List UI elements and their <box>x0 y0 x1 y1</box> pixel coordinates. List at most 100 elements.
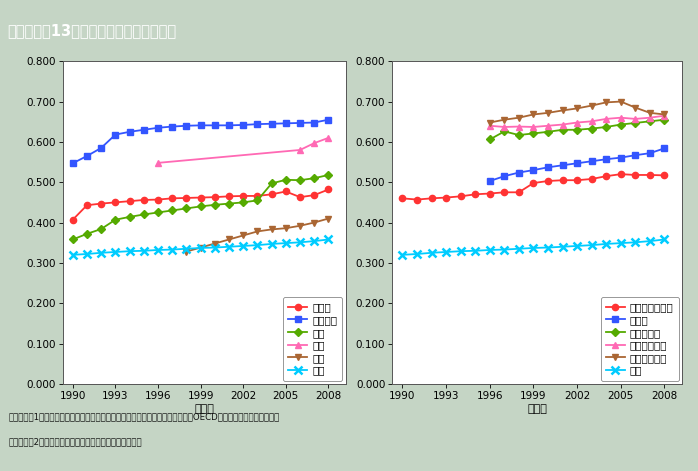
日本 <box>500 247 509 252</box>
ドイツ <box>296 195 304 200</box>
フランス <box>282 121 290 126</box>
英国 <box>168 208 177 213</box>
英国 <box>111 217 119 223</box>
フランス <box>168 124 177 130</box>
フランス <box>68 161 77 166</box>
日本 <box>196 245 205 251</box>
デンマーク <box>646 119 654 124</box>
日本 <box>602 241 611 247</box>
米国 <box>325 135 333 141</box>
Text: （備考）　1．総務省「労働力調査」，厚生労働省「賃金構造基本統計調査」，OECD資料，米国資料より作成。: （備考） 1．総務省「労働力調査」，厚生労働省「賃金構造基本統計調査」，OECD… <box>8 412 280 421</box>
カナダ <box>558 162 567 168</box>
米国 <box>296 147 304 153</box>
日本 <box>239 243 247 249</box>
英国 <box>310 175 318 181</box>
ドイツ <box>83 203 91 208</box>
日本 <box>97 250 105 256</box>
オーストラリア <box>616 171 625 177</box>
英国 <box>182 206 191 211</box>
オーストラリア <box>399 195 407 201</box>
フランス <box>126 129 134 135</box>
スウェーデン <box>602 99 611 105</box>
英国 <box>239 200 247 205</box>
日本 <box>182 246 191 252</box>
日本 <box>83 251 91 257</box>
デンマーク <box>573 127 581 133</box>
日本 <box>253 242 262 248</box>
オーストラリア <box>529 180 537 186</box>
ドイツ <box>225 194 233 199</box>
フランス <box>267 121 276 127</box>
Line: 日本: 日本 <box>399 236 668 259</box>
フィンランド <box>544 123 552 129</box>
日本 <box>282 240 290 246</box>
Line: カナダ: カナダ <box>487 145 667 184</box>
オーストラリア <box>442 195 450 200</box>
カナダ <box>646 150 654 156</box>
フランス <box>154 125 162 130</box>
デンマーク <box>544 129 552 135</box>
日本 <box>486 247 494 253</box>
ドイツ <box>154 197 162 203</box>
フランス <box>83 153 91 159</box>
オーストラリア <box>427 195 436 201</box>
英国 <box>97 226 105 232</box>
日本 <box>111 249 119 255</box>
英国 <box>267 180 276 186</box>
X-axis label: （年）: （年） <box>527 404 547 414</box>
日本 <box>573 243 581 249</box>
フランス <box>97 145 105 151</box>
Line: 米国: 米国 <box>155 135 332 166</box>
オーストラリア <box>573 178 581 183</box>
デンマーク <box>486 137 494 142</box>
日本 <box>616 240 625 246</box>
日本 <box>154 247 162 253</box>
英国 <box>140 211 148 217</box>
オーストラリア <box>544 178 552 184</box>
韓国 <box>225 236 233 242</box>
フランス <box>253 122 262 127</box>
カナダ <box>631 153 639 158</box>
英国 <box>296 178 304 183</box>
ドイツ <box>282 189 290 195</box>
ドイツ <box>68 217 77 223</box>
米国 <box>310 140 318 146</box>
Line: オーストラリア: オーストラリア <box>399 171 667 203</box>
日本 <box>399 252 407 258</box>
フランス <box>296 120 304 126</box>
英国 <box>211 202 219 208</box>
韓国 <box>310 219 318 225</box>
デンマーク <box>631 120 639 126</box>
スウェーデン <box>514 115 523 121</box>
フランス <box>182 123 191 129</box>
フィンランド <box>500 124 509 130</box>
Line: 日本: 日本 <box>69 236 332 259</box>
オーストラリア <box>471 192 480 197</box>
カナダ <box>602 156 611 162</box>
Line: デンマーク: デンマーク <box>487 117 667 143</box>
フランス <box>140 127 148 133</box>
ドイツ <box>267 192 276 197</box>
カナダ <box>660 146 669 151</box>
オーストラリア <box>500 189 509 195</box>
オーストラリア <box>660 172 669 178</box>
韓国 <box>296 223 304 228</box>
日本 <box>660 236 669 242</box>
スウェーデン <box>646 110 654 116</box>
フィンランド <box>616 115 625 121</box>
スウェーデン <box>631 105 639 110</box>
日本 <box>588 242 596 248</box>
韓国 <box>211 241 219 246</box>
カナダ <box>588 158 596 164</box>
韓国 <box>325 216 333 221</box>
ドイツ <box>253 193 262 199</box>
ドイツ <box>182 195 191 201</box>
韓国 <box>282 225 290 231</box>
ドイツ <box>97 201 105 206</box>
ドイツ <box>196 195 205 200</box>
オーストラリア <box>588 176 596 182</box>
オーストラリア <box>646 172 654 178</box>
Text: 第１－特－13図　賃金総額男女比の推移: 第１－特－13図 賃金総額男女比の推移 <box>7 23 176 38</box>
デンマーク <box>616 122 625 127</box>
フィンランド <box>660 113 669 119</box>
